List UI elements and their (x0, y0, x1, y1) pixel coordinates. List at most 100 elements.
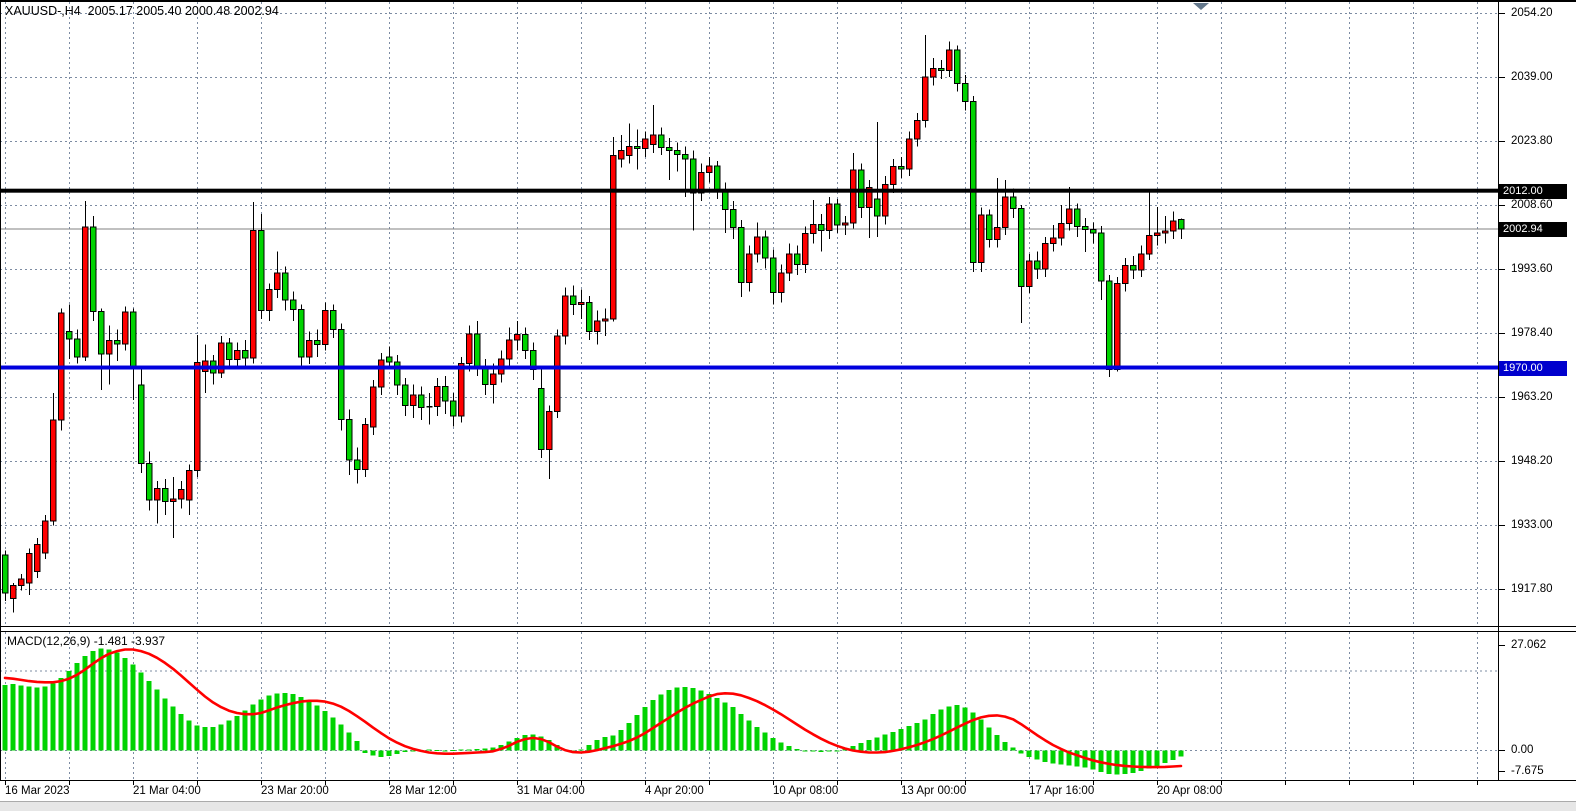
candle-body (282, 272, 289, 301)
macd-histogram-bar (978, 719, 984, 751)
candle-body (410, 394, 417, 406)
candle-body (578, 301, 585, 305)
candle-body (330, 310, 337, 331)
candle-body (1042, 243, 1049, 270)
macd-histogram-bar (626, 722, 632, 751)
macd-histogram-bar (330, 717, 336, 751)
candle-body (1082, 225, 1089, 230)
macd-histogram-bar (42, 686, 48, 751)
horizontal-line-object[interactable] (0, 188, 1499, 193)
macd-histogram-bar (354, 741, 360, 751)
macd-histogram-bar (722, 702, 728, 751)
candle-body (434, 385, 441, 407)
time-axis[interactable]: 16 Mar 2023 21 Mar 04:00 23 Mar 20:00 28 Ma… (0, 781, 1576, 801)
macd-histogram-bar (306, 700, 312, 751)
macd-histogram-bar (698, 690, 704, 751)
candle-body (98, 311, 105, 355)
candle-body (250, 229, 257, 359)
candle-body (706, 165, 713, 174)
candle-body (1034, 260, 1041, 270)
macd-histogram-bar (882, 734, 888, 751)
macd-histogram-bar (202, 727, 208, 751)
macd-histogram-bar (242, 710, 248, 751)
candle-body (970, 100, 977, 263)
time-axis-label: 20 Apr 08:00 (1157, 785, 1223, 797)
candle-body (554, 335, 561, 413)
macd-histogram-bar (2, 685, 8, 751)
candle-body (522, 334, 529, 352)
macd-histogram-bar (1074, 750, 1080, 767)
macd-histogram-bar (210, 726, 216, 751)
horizontal-line-object[interactable] (0, 365, 1499, 370)
macd-histogram-bar (858, 743, 864, 751)
macd-histogram-bar (130, 664, 136, 751)
candle-body (314, 340, 321, 345)
candle-body (594, 320, 601, 333)
candle-body (394, 361, 401, 386)
macd-histogram-bar (826, 750, 832, 752)
macd-histogram-bar (386, 750, 392, 757)
candle-body (954, 49, 961, 84)
last-bar-marker-icon[interactable] (1193, 3, 1209, 10)
macd-histogram-bar (1002, 741, 1008, 751)
macd-histogram-bar (594, 740, 600, 751)
macd-axis-label: -7.675 (1511, 765, 1544, 777)
price-axis-label: 1933.00 (1511, 519, 1553, 531)
macd-histogram-bar (146, 681, 152, 751)
macd-histogram-bar (1178, 750, 1184, 757)
candle-body (170, 498, 177, 502)
macd-histogram-bar (618, 729, 624, 751)
candle-body (242, 350, 249, 359)
time-axis-label: 4 Apr 20:00 (645, 785, 704, 797)
candle-body (714, 165, 721, 190)
macd-histogram-bar (370, 750, 376, 756)
macd-histogram-bar (234, 715, 240, 751)
macd-signal-line (3, 648, 1183, 769)
price-axis-label: 1993.60 (1511, 263, 1553, 275)
candle-body (978, 214, 985, 263)
candle-body (938, 68, 945, 72)
time-axis-label: 28 Mar 12:00 (389, 785, 457, 797)
candle-body (698, 172, 705, 194)
price-axis[interactable]: 2012.00 2002.94 1970.00 2054.20 2039.00 20… (1499, 0, 1576, 811)
macd-histogram-bar (746, 720, 752, 751)
macd-histogram-bar (538, 736, 544, 751)
macd-histogram-bar (170, 706, 176, 751)
macd-histogram-bar (754, 726, 760, 751)
candle-body (234, 350, 241, 361)
candle-body (1002, 196, 1009, 228)
macd-histogram-bar (586, 744, 592, 751)
macd-histogram-bar (938, 709, 944, 751)
macd-histogram-bar (674, 687, 680, 751)
macd-histogram-bar (450, 750, 456, 752)
time-axis-label: 21 Mar 04:00 (133, 785, 201, 797)
macd-histogram-bar (402, 750, 408, 753)
candle-body (1178, 218, 1185, 230)
candle-body (618, 150, 625, 160)
macd-histogram-bar (434, 750, 440, 752)
macd-histogram-bar (874, 737, 880, 751)
candle-body (922, 76, 929, 121)
macd-histogram-bar (122, 657, 128, 751)
macd-histogram-bar (26, 686, 32, 751)
macd-histogram-bar (178, 714, 184, 751)
candle-body (50, 419, 57, 522)
macd-histogram-bar (1026, 750, 1032, 757)
candle-body (354, 459, 361, 470)
macd-histogram-bar (906, 726, 912, 751)
candle-body (882, 183, 889, 217)
candle-body (730, 209, 737, 229)
macd-histogram-bar (642, 707, 648, 751)
candle-body (1162, 230, 1169, 234)
candle-body (194, 361, 201, 472)
macd-histogram-bar (162, 698, 168, 751)
macd-histogram-bar (34, 687, 40, 751)
candle-body (1050, 237, 1057, 245)
macd-histogram-bar (786, 746, 792, 751)
candle-body (298, 308, 305, 358)
candle-body (746, 253, 753, 283)
macd-histogram-bar (986, 727, 992, 751)
time-axis-label: 10 Apr 08:00 (773, 785, 839, 797)
candle-body (850, 169, 857, 224)
